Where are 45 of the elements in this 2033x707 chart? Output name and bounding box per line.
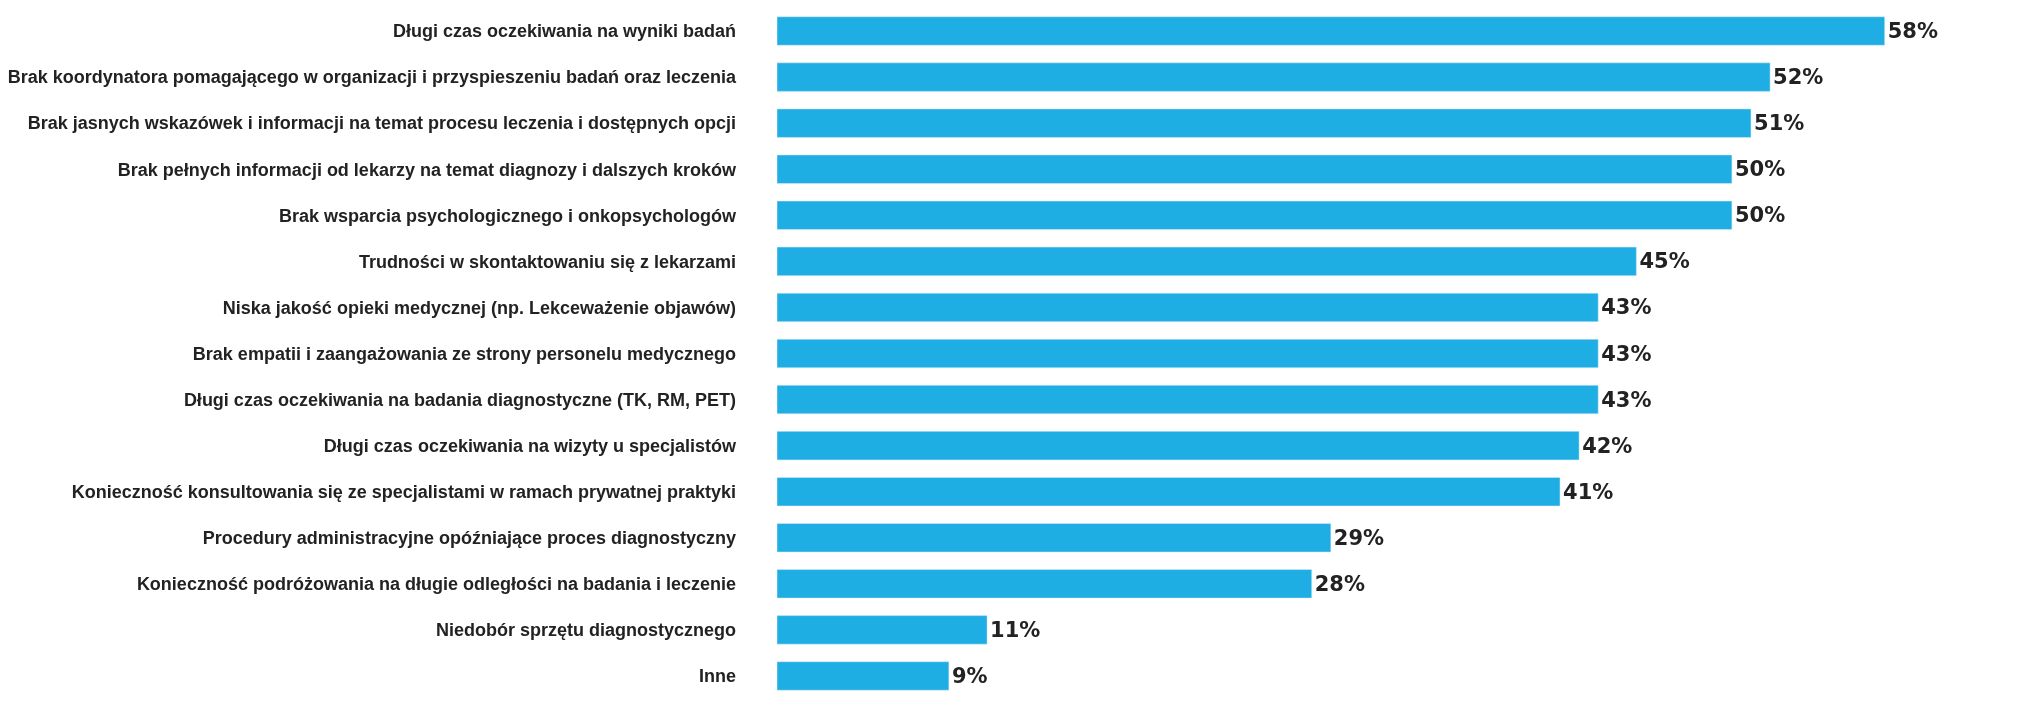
data-label: 50% [1734, 157, 1786, 182]
data-label: 11% [990, 617, 1041, 642]
bar [777, 569, 1312, 599]
y-tick-label: Konieczność konsultowania się ze specjalistami w ramach prywatnej praktyki [71, 482, 736, 502]
data-label: 58% [1887, 19, 1938, 44]
data-label: 50% [1734, 203, 1786, 228]
y-tick-label: Inne [698, 666, 736, 687]
data-label: 41% [1563, 479, 1614, 504]
data-label: 42% [1582, 433, 1633, 458]
data-label: 28% [1314, 571, 1366, 596]
data-label: 29% [1333, 525, 1385, 550]
bar [777, 477, 1561, 507]
data-label: 43% [1601, 341, 1652, 366]
bar [777, 200, 1733, 230]
y-tick-label: Niedobór sprzętu diagnostycznego [435, 620, 736, 641]
data-label: 51% [1754, 111, 1805, 136]
bar [777, 385, 1599, 415]
bar [777, 615, 988, 645]
bar [777, 108, 1752, 138]
data-label: 52% [1773, 65, 1824, 90]
y-tick-label: Brak jasnych wskazówek i informacji na temat procesu leczenia i dostępnych opcji [27, 113, 736, 134]
bar [777, 661, 950, 691]
y-tick-label: Brak wsparcia psychologicznego i onkopsychologów [278, 205, 737, 226]
y-tick-label: Niska jakość opieki medycznej (np. Lekceważenie objawów) [222, 297, 736, 318]
bar [777, 523, 1332, 553]
data-label: 45% [1639, 249, 1690, 274]
data-label: 43% [1601, 295, 1652, 320]
y-tick-label: Brak pełnych informacji od lekarzy na temat diagnozy i dalszych kroków [117, 159, 737, 180]
bar [777, 431, 1580, 461]
y-tick-label: Trudności w skontaktowaniu się z lekarzami [358, 251, 736, 272]
data-label: 9% [951, 663, 988, 688]
bar [777, 338, 1599, 369]
y-tick-label: Brak empatii i zaangażowania ze strony personelu medycznego [192, 343, 736, 364]
bar [777, 62, 1771, 92]
y-tick-label: Brak koordynatora pomagającego w organizacji i przyspieszeniu badań oraz leczenia [7, 67, 737, 88]
y-tick-label: Konieczność podróżowania na długie odległości na badania i leczenie [136, 574, 736, 595]
y-tick-label: Długi czas oczekiwania na badania diagnostyczne (TK, RM, PET) [183, 389, 736, 410]
y-tick-label: Długi czas oczekiwania na wyniki badań [392, 21, 736, 42]
bar [777, 16, 1885, 46]
bar [777, 292, 1599, 322]
y-tick-label: Długi czas oczekiwania na wizyty u specjalistów [323, 435, 737, 456]
data-label: 43% [1601, 387, 1652, 412]
bar [777, 154, 1733, 184]
y-tick-label: Procedury administracyjne opóźniające proces diagnostyczny [202, 528, 736, 549]
bar [777, 246, 1637, 276]
